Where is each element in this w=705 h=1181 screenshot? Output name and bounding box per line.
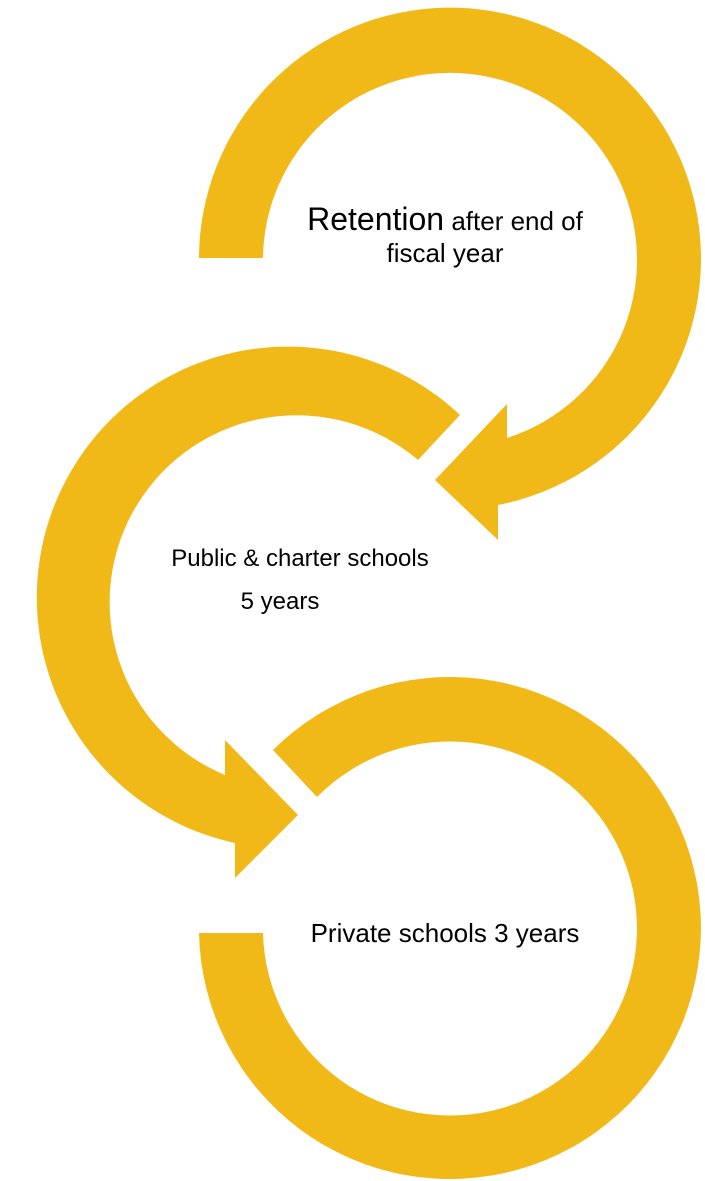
- step-retention-emphasis: Retention: [307, 201, 445, 237]
- step-retention-text: after end of fiscal year: [386, 206, 583, 269]
- step-private-label: Private schools 3 years: [310, 918, 580, 948]
- middle-ring-arc: [36, 346, 461, 878]
- step-public-label: Public & charter schools: [171, 545, 429, 572]
- step-public-years: 5 years: [240, 588, 320, 615]
- top-ring-arc: [199, 7, 701, 540]
- step-retention-label: Retention after end of fiscal year: [275, 200, 615, 270]
